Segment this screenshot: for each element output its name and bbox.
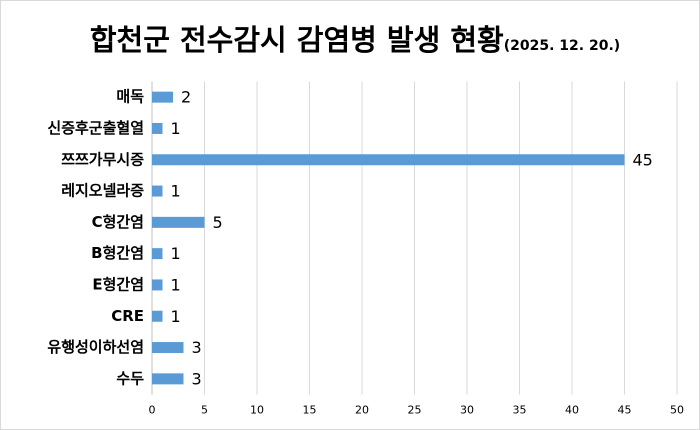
y-tick-label: 레지오넬라증 [61,182,144,200]
data-label: 3 [192,338,202,357]
x-tick-label: 45 [618,404,632,417]
y-tick-label: 수두 [116,369,144,387]
bar [152,279,163,291]
data-label: 1 [171,182,181,201]
y-tick-label: 신증후군출혈열 [47,119,144,137]
x-tick-label: 5 [201,404,208,417]
data-label: 1 [171,307,181,326]
chart-title: 합천군 전수감시 감염병 발생 현황 [90,23,504,57]
bar [152,91,173,103]
y-tick-label: B형간염 [91,244,144,262]
bar [152,342,184,354]
x-tick-label: 15 [303,404,317,417]
bar [152,216,205,228]
bar [152,248,163,260]
y-tick-label: 유행성이하선염 [47,338,144,356]
data-label: 1 [171,275,181,294]
bar [152,122,163,134]
chart-title-group: 합천군 전수감시 감염병 발생 현황(2025. 12. 20.) [90,23,620,57]
x-tick-label: 25 [408,404,422,417]
x-tick-label: 30 [460,404,474,417]
bar [152,310,163,322]
data-label: 1 [171,119,181,138]
chart-subtitle: (2025. 12. 20.) [504,38,620,54]
y-tick-label: 쯔쯔가무시증 [61,150,144,168]
data-label: 45 [633,150,653,169]
y-tick-label: 매독 [116,88,144,106]
bar [152,185,163,197]
x-tick-label: 10 [250,404,264,417]
data-label: 3 [192,369,202,388]
bar [152,373,184,385]
x-tick-label: 20 [355,404,369,417]
x-tick-label: 50 [670,404,684,417]
x-tick-label: 0 [149,404,156,417]
data-label: 1 [171,244,181,263]
bar [152,154,625,166]
y-tick-label: CRE [111,307,144,325]
y-tick-label: C형간염 [92,213,144,231]
x-tick-label: 35 [513,404,527,417]
data-label: 5 [213,213,223,232]
y-tick-label: E형간염 [92,275,144,293]
x-tick-label: 40 [565,404,579,417]
data-label: 2 [181,88,191,107]
